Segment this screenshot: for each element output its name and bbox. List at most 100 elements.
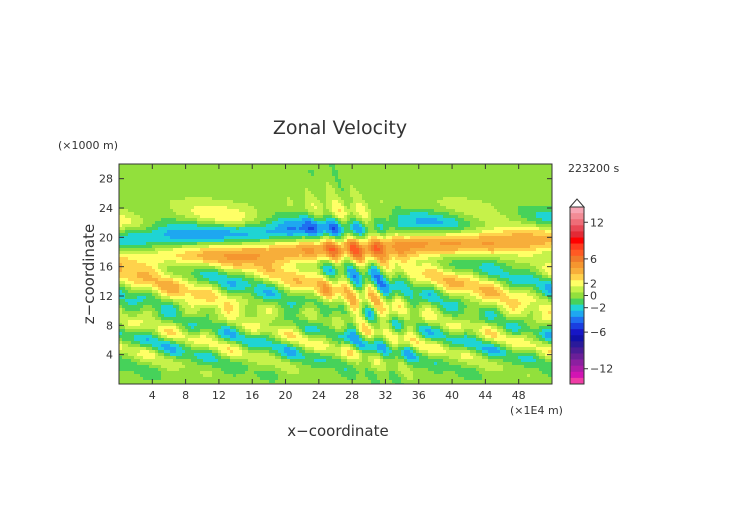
field-cell: [440, 185, 444, 189]
field-cell: [431, 263, 435, 267]
field-cell: [182, 194, 186, 198]
field-cell: [323, 206, 327, 210]
field-cell: [407, 170, 411, 174]
field-cell: [302, 251, 306, 255]
field-cell: [503, 170, 507, 174]
field-cell: [497, 257, 501, 261]
field-cell: [230, 257, 234, 261]
field-cell: [440, 167, 444, 171]
field-cell: [437, 215, 441, 219]
field-cell: [266, 239, 270, 243]
field-cell: [158, 230, 162, 234]
field-cell: [152, 176, 156, 180]
field-cell: [476, 194, 480, 198]
field-cell: [476, 236, 480, 240]
field-cell: [263, 197, 267, 201]
field-cell: [458, 224, 462, 228]
field-cell: [200, 176, 204, 180]
field-cell: [128, 251, 132, 255]
field-cell: [545, 173, 549, 177]
field-cell: [152, 266, 156, 270]
field-cell: [224, 176, 228, 180]
field-cell: [395, 260, 399, 264]
field-cell: [467, 224, 471, 228]
field-cell: [467, 212, 471, 216]
field-cell: [335, 251, 339, 255]
field-cell: [353, 185, 357, 189]
field-cell: [374, 263, 378, 267]
field-cell: [296, 215, 300, 219]
field-cell: [239, 218, 243, 222]
field-cell: [497, 185, 501, 189]
field-cell: [140, 200, 144, 204]
field-cell: [344, 254, 348, 258]
field-cell: [143, 188, 147, 192]
field-cell: [128, 194, 132, 198]
field-cell: [167, 176, 171, 180]
field-cell: [194, 263, 198, 267]
field-cell: [437, 188, 441, 192]
field-cell: [386, 260, 390, 264]
field-cell: [167, 164, 171, 168]
field-cell: [329, 209, 333, 213]
field-cell: [392, 209, 396, 213]
field-cell: [191, 233, 195, 237]
field-cell: [233, 209, 237, 213]
field-cell: [470, 209, 474, 213]
field-cell: [395, 227, 399, 231]
field-cell: [488, 260, 492, 264]
field-cell: [464, 170, 468, 174]
field-cell: [233, 257, 237, 261]
field-cell: [305, 254, 309, 258]
field-cell: [533, 224, 537, 228]
field-cell: [203, 266, 207, 270]
field-cell: [203, 188, 207, 192]
field-cell: [443, 197, 447, 201]
field-cell: [446, 218, 450, 222]
field-cell: [443, 221, 447, 225]
field-cell: [335, 182, 339, 186]
field-cell: [497, 191, 501, 195]
field-cell: [332, 170, 336, 174]
field-cell: [359, 239, 363, 243]
field-cell: [434, 167, 438, 171]
field-cell: [248, 173, 252, 177]
field-cell: [245, 239, 249, 243]
field-cell: [332, 251, 336, 255]
field-cell: [353, 212, 357, 216]
field-cell: [230, 182, 234, 186]
field-cell: [350, 185, 354, 189]
field-cell: [452, 233, 456, 237]
field-cell: [245, 251, 249, 255]
field-cell: [182, 257, 186, 261]
field-cell: [158, 233, 162, 237]
field-cell: [311, 221, 315, 225]
field-cell: [221, 197, 225, 201]
field-cell: [539, 230, 543, 234]
field-cell: [413, 197, 417, 201]
field-cell: [434, 233, 438, 237]
field-cell: [203, 185, 207, 189]
field-cell: [395, 200, 399, 204]
field-cell: [341, 209, 345, 213]
field-cell: [428, 179, 432, 183]
field-cell: [437, 209, 441, 213]
field-cell: [242, 242, 246, 246]
field-cell: [488, 170, 492, 174]
field-cell: [275, 263, 279, 267]
field-cell: [488, 227, 492, 231]
field-cell: [392, 260, 396, 264]
field-cell: [317, 263, 321, 267]
field-cell: [515, 203, 519, 207]
field-cell: [131, 263, 135, 267]
field-cell: [251, 254, 255, 258]
field-cell: [533, 197, 537, 201]
field-cell: [299, 173, 303, 177]
field-cell: [146, 245, 150, 249]
field-cell: [458, 221, 462, 225]
field-cell: [548, 251, 552, 255]
field-cell: [392, 206, 396, 210]
field-cell: [311, 197, 315, 201]
field-cell: [527, 224, 531, 228]
field-cell: [164, 251, 168, 255]
